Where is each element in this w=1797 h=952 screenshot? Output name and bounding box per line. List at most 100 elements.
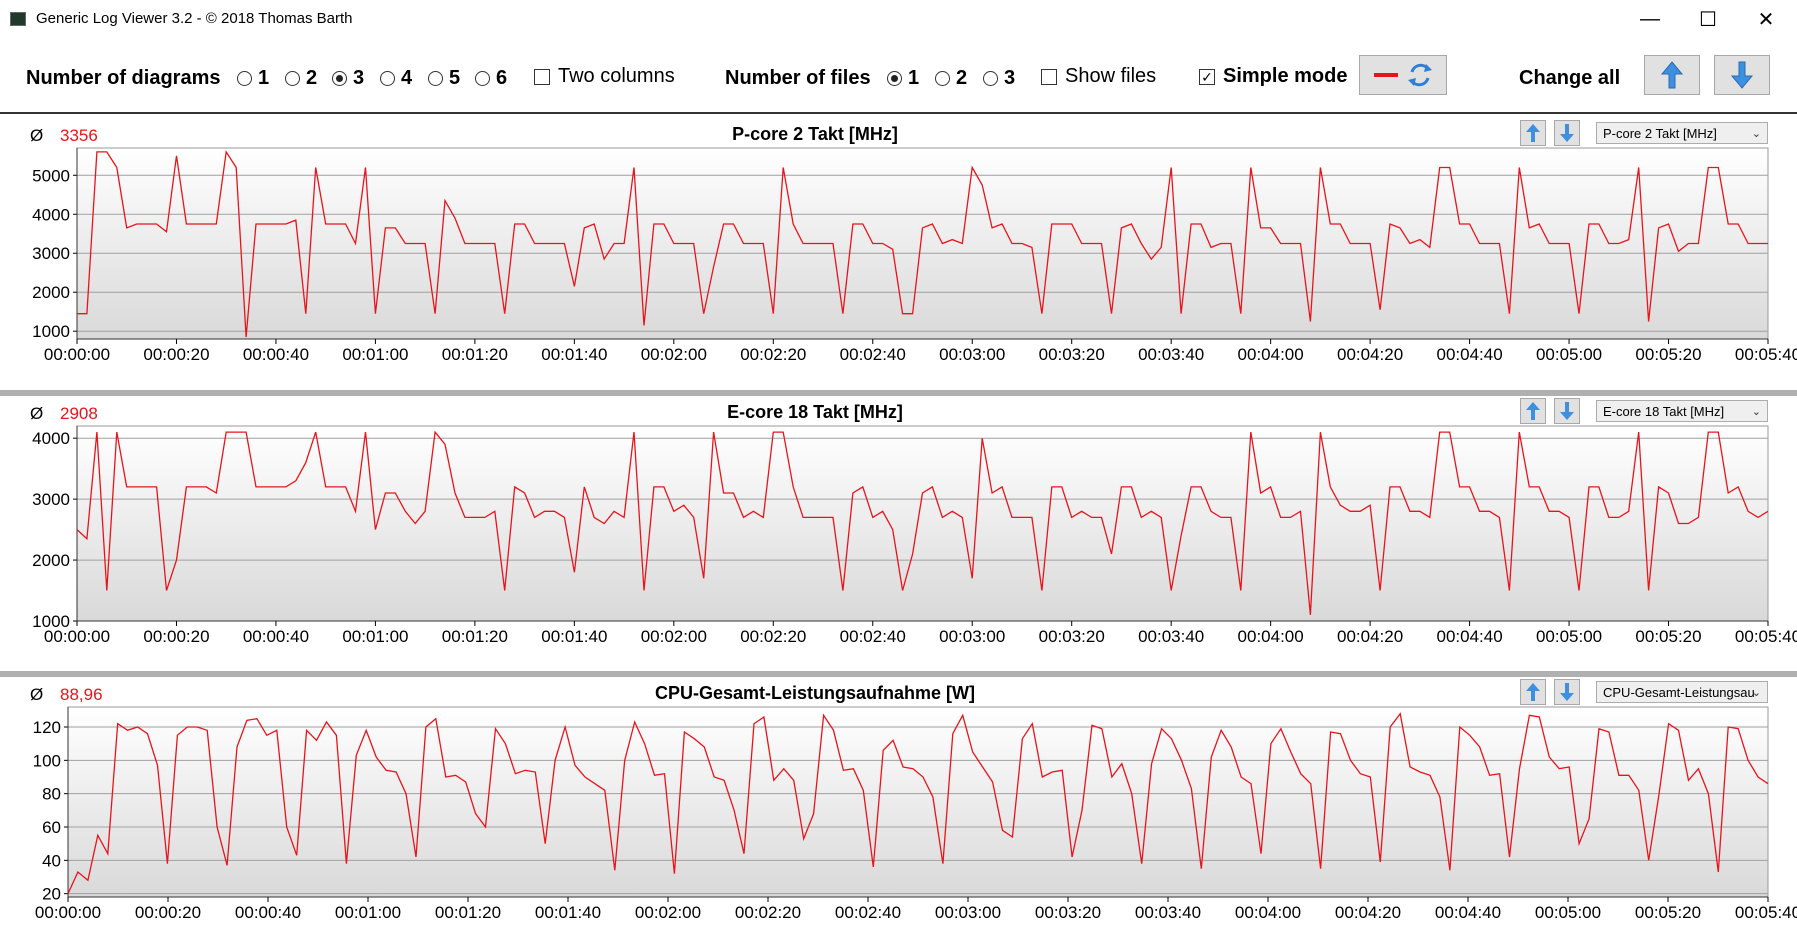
panel-title: P-core 2 Takt [MHz]	[732, 124, 898, 144]
x-tick-label: 00:00:20	[143, 627, 209, 646]
average-value: 2908	[60, 404, 98, 423]
arrow-down-icon	[1560, 124, 1574, 142]
average-symbol: Ø	[30, 685, 44, 704]
checkbox-box	[1041, 68, 1057, 85]
files-radio-1[interactable]: 1	[887, 67, 919, 90]
series-line	[67, 712, 1769, 894]
diagrams-radio-6[interactable]: 6	[475, 67, 507, 90]
x-tick-label: 00:04:00	[1238, 627, 1304, 646]
line-refresh-icon	[1374, 63, 1432, 87]
toolbar: Number of diagrams 1 2 3 4 5 6 Two colum…	[0, 38, 1797, 112]
window-title: Generic Log Viewer 3.2 - © 2018 Thomas B…	[36, 10, 353, 27]
channel-select[interactable]: P-core 2 Takt [MHz] ⌄	[1596, 122, 1768, 144]
x-tick-label: 00:03:20	[1039, 345, 1105, 364]
diagrams-radio-2[interactable]: 2	[285, 67, 317, 90]
x-tick-label: 00:03:40	[1138, 627, 1204, 646]
x-tick-label: 00:04:20	[1337, 345, 1403, 364]
chevron-down-icon: ⌄	[1751, 687, 1761, 699]
checkbox-box	[534, 68, 550, 85]
y-tick-label: 60	[42, 818, 61, 837]
radio-dot	[983, 71, 998, 86]
x-tick-label: 00:03:40	[1135, 903, 1201, 922]
x-tick-label: 00:04:00	[1235, 903, 1301, 922]
x-tick-label: 00:03:00	[939, 345, 1005, 364]
minimize-button[interactable]: —	[1640, 7, 1660, 30]
files-radio-3[interactable]: 3	[983, 67, 1015, 90]
x-tick-label: 00:04:00	[1238, 345, 1304, 364]
channel-select[interactable]: CPU-Gesamt-Leistungsau ⌄	[1596, 681, 1768, 703]
x-tick-label: 00:01:00	[342, 627, 408, 646]
files-radio-2[interactable]: 2	[935, 67, 967, 90]
move-all-up-button[interactable]	[1644, 55, 1700, 95]
diagram-panel-2: Ø 2908 E-core 18 Takt [MHz] E-core 18 Ta…	[0, 396, 1797, 671]
x-tick-label: 00:01:20	[442, 345, 508, 364]
close-button[interactable]: ✕	[1757, 8, 1775, 31]
move-up-button[interactable]	[1520, 120, 1546, 146]
diagrams-radio-3[interactable]: 3	[332, 67, 364, 90]
x-tick-label: 00:00:00	[44, 627, 110, 646]
chart-3: 20 40 60 80 100 120 00:00:00 00:00:20 00:00:40 00…	[33, 706, 1797, 922]
move-all-down-button[interactable]	[1714, 55, 1770, 95]
move-up-button[interactable]	[1520, 679, 1546, 705]
radio-dot-selected	[332, 71, 347, 86]
diagrams-radio-1[interactable]: 1	[237, 67, 269, 90]
y-tick-label: 4000	[32, 429, 70, 448]
number-of-files-label: Number of files	[725, 67, 871, 89]
move-up-button[interactable]	[1520, 398, 1546, 424]
x-tick-label: 00:00:00	[35, 903, 101, 922]
x-tick-label: 00:02:20	[740, 627, 806, 646]
radio-dot-selected	[887, 71, 902, 86]
x-tick-label: 00:01:40	[541, 627, 607, 646]
series-line	[77, 150, 1768, 338]
y-tick-label: 5000	[32, 166, 70, 185]
move-down-button[interactable]	[1554, 679, 1580, 705]
y-tick-label: 3000	[32, 490, 70, 509]
x-tick-label: 00:05:00	[1536, 627, 1602, 646]
y-tick-label: 2000	[32, 283, 70, 302]
show-files-checkbox[interactable]: Show files	[1041, 65, 1156, 88]
x-tick-label: 00:00:40	[243, 345, 309, 364]
x-tick-label: 00:02:40	[835, 903, 901, 922]
simple-mode-checkbox[interactable]: ✓ Simple mode	[1199, 65, 1347, 88]
channel-select[interactable]: E-core 18 Takt [MHz] ⌄	[1596, 400, 1768, 422]
chevron-down-icon: ⌄	[1751, 406, 1761, 418]
y-tick-label: 3000	[32, 244, 70, 263]
panel-separator	[0, 390, 1797, 396]
move-down-button[interactable]	[1554, 120, 1580, 146]
chart-2: 1000 2000 3000 4000 00:00:00 00:00:20 00:00:40…	[32, 425, 1797, 646]
line-style-button[interactable]	[1359, 55, 1447, 95]
y-tick-label: 80	[42, 785, 61, 804]
diagrams-radio-5[interactable]: 5	[428, 67, 460, 90]
window-titlebar: Generic Log Viewer 3.2 - © 2018 Thomas B…	[0, 0, 1797, 38]
toolbar-divider	[0, 112, 1797, 114]
y-tick-label: 1000	[32, 612, 70, 631]
change-all-label: Change all	[1519, 67, 1621, 89]
x-tick-label: 00:04:20	[1337, 627, 1403, 646]
move-down-button[interactable]	[1554, 398, 1580, 424]
radio-dot	[237, 71, 252, 86]
x-tick-label: 00:02:40	[840, 345, 906, 364]
panel-separator	[0, 671, 1797, 677]
y-tick-label: 40	[42, 851, 61, 870]
x-tick-label: 00:05:20	[1635, 903, 1701, 922]
maximize-button[interactable]: ☐	[1699, 8, 1717, 31]
diagrams-radio-4[interactable]: 4	[380, 67, 412, 90]
x-tick-label: 00:05:20	[1635, 345, 1701, 364]
x-tick-label: 00:02:00	[635, 903, 701, 922]
x-tick-label: 00:03:00	[935, 903, 1001, 922]
x-tick-label: 00:00:20	[135, 903, 201, 922]
arrow-up-icon	[1660, 61, 1684, 89]
x-tick-label: 00:05:00	[1535, 903, 1601, 922]
y-tick-label: 2000	[32, 551, 70, 570]
x-tick-label: 00:02:40	[840, 627, 906, 646]
two-columns-checkbox[interactable]: Two columns	[534, 65, 675, 88]
x-tick-label: 00:00:40	[235, 903, 301, 922]
x-tick-label: 00:02:20	[735, 903, 801, 922]
arrow-down-icon	[1560, 402, 1574, 420]
number-of-diagrams-label: Number of diagrams	[26, 67, 221, 89]
chart-1: 1000 2000 3000 4000 5000 00:00:00 00:00:20 00:0…	[32, 147, 1797, 364]
y-tick-label: 1000	[32, 322, 70, 341]
y-tick-label: 4000	[32, 205, 70, 224]
x-tick-label: 00:01:00	[342, 345, 408, 364]
x-tick-label: 00:01:20	[435, 903, 501, 922]
